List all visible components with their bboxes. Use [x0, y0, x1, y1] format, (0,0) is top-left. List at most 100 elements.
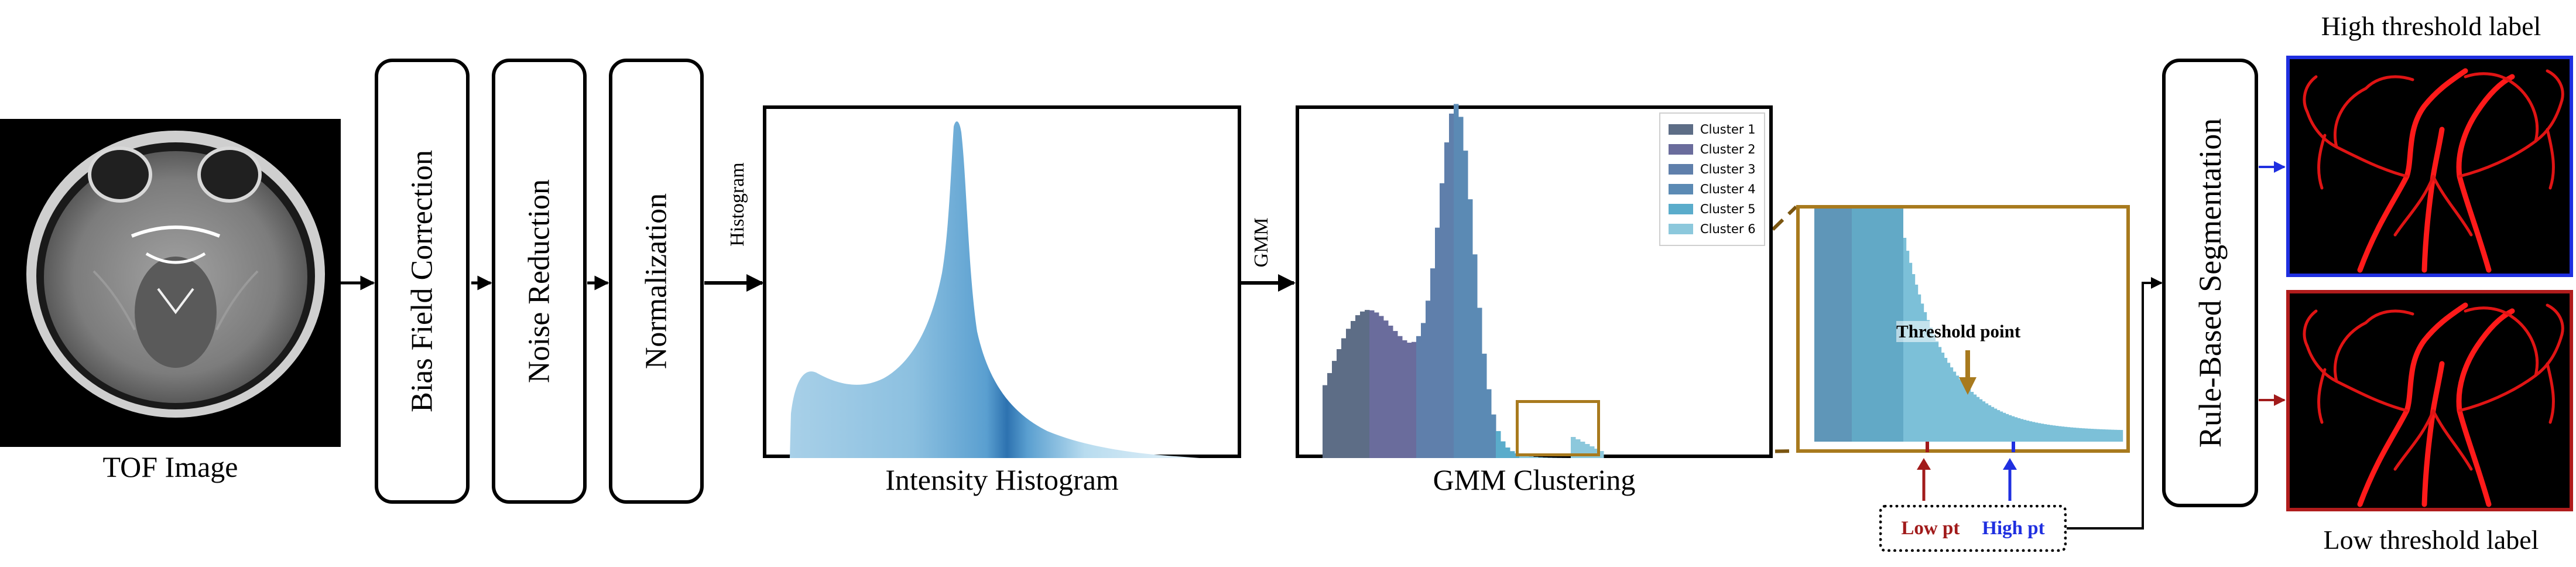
- vessel-branch: [2421, 361, 2445, 507]
- legend-item: Cluster 6: [1669, 219, 1756, 239]
- gmm-bar: [1519, 455, 1525, 458]
- histogram-curve: [790, 121, 1200, 459]
- legend-label: Cluster 2: [1700, 142, 1756, 156]
- zoom-bar: [1974, 394, 1977, 442]
- zoom-bar: [2099, 429, 2103, 442]
- gmm-bar: [1472, 254, 1478, 458]
- zoom-bar: [1927, 320, 1930, 442]
- gmm-bar: [1501, 441, 1506, 458]
- vessel-branch: [2303, 303, 2564, 348]
- legend-label: Cluster 3: [1700, 162, 1756, 176]
- zoom-bar: [1906, 251, 1910, 442]
- gmm-bar: [1477, 308, 1482, 458]
- gmm-bar: [1346, 329, 1351, 458]
- gmm-bar: [1402, 340, 1407, 458]
- vessel-branch: [2458, 333, 2564, 412]
- zoom-bar: [2067, 427, 2071, 442]
- rule-based-segmentation-box: Rule-Based Segmentation: [2162, 59, 2258, 507]
- gmm-bar: [1468, 199, 1473, 458]
- zoom-bar: [1962, 382, 1965, 442]
- vessel-branch: [2458, 98, 2564, 178]
- zoom-bar: [1909, 262, 1913, 442]
- zoom-bar: [2097, 429, 2100, 442]
- zoom-bar: [2009, 415, 2012, 442]
- gmm-bar: [1407, 343, 1412, 458]
- gmm-bar: [1505, 447, 1510, 458]
- zoom-bar: [2050, 425, 2053, 442]
- legend-item: Cluster 3: [1669, 159, 1756, 179]
- zoom-bar: [1924, 312, 1927, 442]
- zoom-bar: [2029, 421, 2033, 442]
- zoom-bar: [2038, 423, 2041, 442]
- vessel-branch: [2357, 68, 2468, 273]
- zoom-bar: [1936, 341, 1939, 442]
- zoom-bar: [1959, 379, 1962, 442]
- zoom-bar: [2091, 429, 2094, 442]
- zoom-bar: [1953, 371, 1957, 442]
- gmm-bar: [1360, 311, 1365, 458]
- zoom-bar: [2032, 422, 2036, 442]
- step-bias-field-correction: Bias Field Correction: [375, 59, 470, 504]
- zoom-bar: [1915, 284, 1919, 442]
- high-pt-label: High pt: [1982, 517, 2045, 539]
- vessel-branch: [2393, 409, 2473, 471]
- gmm-bar: [1337, 349, 1342, 458]
- gmm-bar: [1538, 457, 1543, 458]
- legend-swatch: [1669, 224, 1693, 234]
- zoom-bar: [1941, 353, 1945, 442]
- zoom-bar: [2053, 425, 2056, 442]
- vessel-branch: [2333, 81, 2539, 149]
- gmm-bar: [1454, 104, 1459, 458]
- zoom-panel: Threshold point: [1796, 205, 2130, 453]
- zoom-bar: [1971, 392, 1974, 442]
- threshold-point-label: Threshold point: [1896, 321, 2021, 342]
- zoom-bar: [2006, 414, 2009, 442]
- zoom-bar: [2108, 429, 2112, 442]
- zoom-bar: [1968, 389, 1971, 442]
- gmm-bar: [1365, 310, 1370, 458]
- vessel-branch: [2357, 302, 2468, 507]
- gmm-zoom-region: [1516, 400, 1600, 456]
- gmm-bar: [1412, 341, 1417, 458]
- zoom-bar: [2058, 426, 2062, 442]
- zoom-bar: [2082, 428, 2085, 442]
- zoom-bar: [1994, 408, 1998, 442]
- intensity-histogram-caption: Intensity Histogram: [885, 463, 1119, 496]
- high-threshold-caption: High threshold label: [2321, 11, 2541, 41]
- zoom-bar: [2044, 424, 2047, 442]
- legend-label: Cluster 4: [1700, 182, 1756, 196]
- arrow-labels-to-segmentation: [2067, 277, 2163, 530]
- vessel-branch: [2364, 72, 2514, 90]
- vessel-branch: [2303, 69, 2564, 114]
- zoom-bar: [1988, 405, 1992, 442]
- zoom-bar: [1985, 403, 1989, 442]
- gmm-bar: [1379, 316, 1384, 458]
- gmm-bar: [1341, 338, 1347, 458]
- zoom-bar: [2094, 429, 2097, 442]
- zoom-bar: [1852, 209, 1903, 442]
- zoom-bar: [2114, 429, 2118, 442]
- segmentation-label: Rule-Based Segmentation: [2193, 118, 2228, 448]
- zoom-bar: [2023, 419, 2027, 442]
- tof-image-caption: TOF Image: [102, 450, 238, 483]
- zoom-bar: [1930, 327, 1933, 442]
- zoom-bar: [2012, 416, 2015, 442]
- zoom-bar: [2061, 426, 2065, 442]
- zoom-bar: [2017, 418, 2021, 442]
- gmm-bars: [1323, 104, 1604, 459]
- legend-swatch: [1669, 164, 1693, 175]
- gmm-bar: [1374, 312, 1379, 458]
- zoom-bar: [2070, 427, 2074, 442]
- gmm-bar: [1449, 113, 1454, 459]
- zoom-bar: [2088, 428, 2091, 442]
- gmm-bar: [1397, 336, 1403, 458]
- vessel-image: [2303, 68, 2564, 273]
- gmm-bar: [1547, 457, 1553, 458]
- gmm-bar: [1416, 336, 1421, 458]
- zoom-bar: [2026, 421, 2030, 442]
- zoom-bar: [2015, 417, 2018, 442]
- gmm-bar: [1575, 439, 1581, 458]
- gmm-bar: [1323, 385, 1328, 458]
- zoom-bar: [1814, 209, 1852, 442]
- gmm-bar: [1332, 361, 1337, 458]
